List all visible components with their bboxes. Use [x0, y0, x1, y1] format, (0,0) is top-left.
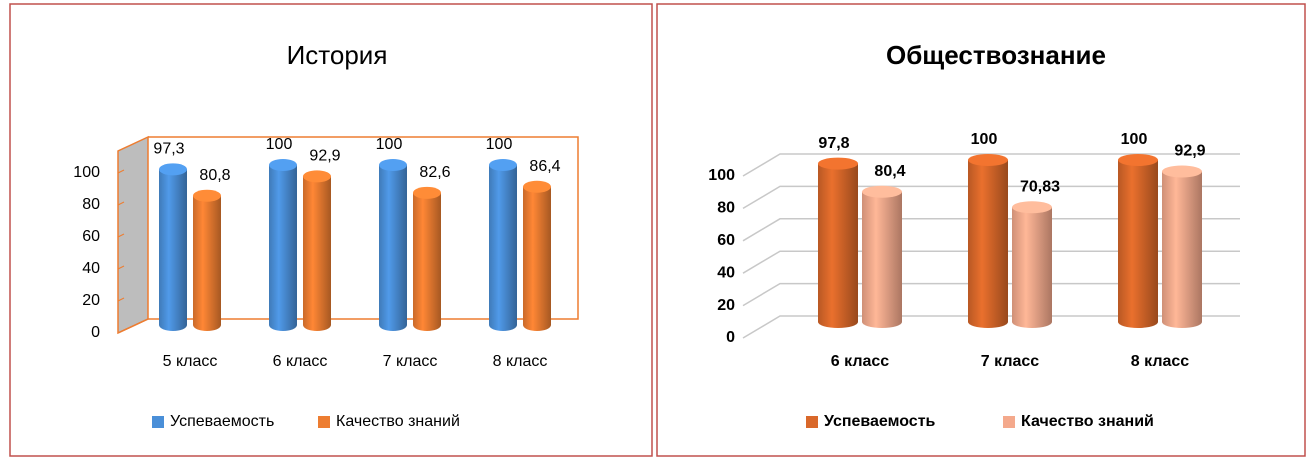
bar [159, 163, 187, 331]
bar-top [269, 159, 297, 171]
bar-body [1012, 207, 1052, 322]
bar [193, 189, 221, 331]
bar [269, 159, 297, 331]
bar-body [1162, 171, 1202, 322]
bar-top [818, 157, 858, 170]
grid-line [742, 218, 1240, 242]
bar [523, 180, 551, 331]
x-tick-label: 7 класс [981, 353, 1040, 370]
bar-body [159, 169, 187, 325]
legend-swatch [806, 416, 818, 428]
bar-body [303, 176, 331, 325]
x-tick-label: 5 класс [163, 353, 218, 370]
grid-line [742, 250, 1240, 274]
tick-mark [117, 329, 125, 334]
y-tick-label: 80 [82, 196, 100, 213]
bar [1118, 154, 1158, 328]
bar-top [489, 159, 517, 171]
tick-mark [117, 233, 125, 238]
legend-swatch [152, 416, 164, 428]
data-label: 97,8 [818, 135, 849, 152]
data-label: 80,8 [199, 167, 230, 184]
bar-top [379, 159, 407, 171]
grid-line [742, 282, 1240, 307]
x-tick-label: 6 класс [273, 353, 328, 370]
bar [1012, 201, 1052, 328]
y-tick-label: 0 [726, 329, 735, 346]
tick-mark [117, 297, 125, 302]
bar-body [968, 160, 1008, 322]
legend-swatch [318, 416, 330, 428]
bar-body [818, 163, 858, 322]
y-tick-label: 100 [73, 164, 100, 181]
x-tick-label: 8 класс [1131, 353, 1190, 370]
chart-title: История [287, 40, 388, 70]
y-tick-label: 80 [717, 200, 735, 217]
bar-top [1012, 201, 1052, 214]
x-tick-label: 6 класс [831, 353, 890, 370]
bar [862, 185, 902, 328]
bar-top [303, 170, 331, 183]
tick-mark [117, 201, 125, 206]
legend-label: Качество знаний [336, 413, 460, 430]
y-tick-label: 40 [717, 264, 735, 281]
bar-body [489, 165, 517, 325]
chart-title: Обществознание [886, 40, 1106, 70]
bar-top [193, 189, 221, 202]
bar [489, 159, 517, 331]
bar [1162, 165, 1202, 328]
bar-top [413, 186, 441, 199]
data-label: 100 [266, 136, 293, 153]
bar-top [523, 180, 551, 193]
tick-mark [117, 265, 125, 270]
bar-body [523, 186, 551, 325]
x-tick-label: 8 класс [493, 353, 548, 370]
y-tick-label: 20 [717, 297, 735, 314]
bar [968, 154, 1008, 328]
bar-body [1118, 160, 1158, 322]
bar [379, 159, 407, 331]
bar [413, 186, 441, 331]
legend-label: Успеваемость [170, 413, 274, 430]
back-wall [148, 136, 579, 320]
y-tick-label: 60 [717, 232, 735, 249]
data-label: 70,83 [1020, 178, 1060, 195]
bar-body [269, 165, 297, 325]
grid-line [742, 153, 1240, 177]
bar-top [968, 154, 1008, 166]
bar-top [1162, 165, 1202, 178]
bar [818, 157, 858, 328]
bar-body [862, 191, 902, 322]
y-tick-label: 0 [91, 324, 100, 341]
data-label: 92,9 [309, 148, 340, 165]
legend-label: Успеваемость [824, 413, 936, 430]
grid-line [742, 315, 1240, 339]
y-tick-label: 100 [708, 167, 735, 184]
y-tick-label: 60 [82, 228, 100, 245]
data-label: 100 [1121, 131, 1148, 148]
bar-top [862, 185, 902, 198]
y-tick-label: 20 [82, 292, 100, 309]
legend-label: Качество знаний [1021, 413, 1154, 430]
data-label: 97,3 [153, 141, 184, 158]
data-label: 82,6 [419, 164, 450, 181]
data-label: 100 [971, 131, 998, 148]
data-label: 92,9 [1174, 143, 1205, 160]
y-tick-label: 40 [82, 260, 100, 277]
data-label: 100 [376, 136, 403, 153]
data-label: 86,4 [529, 158, 560, 175]
bar-body [379, 165, 407, 325]
bar-body [193, 195, 221, 325]
legend-swatch [1003, 416, 1015, 428]
tick-mark [117, 169, 125, 174]
data-label: 80,4 [874, 163, 905, 180]
bar-body [413, 192, 441, 325]
bar-top [159, 163, 187, 176]
x-tick-label: 7 класс [383, 353, 438, 370]
grid-line [742, 185, 1240, 210]
data-label: 100 [486, 136, 513, 153]
bar-top [1118, 154, 1158, 166]
bar [303, 170, 331, 331]
